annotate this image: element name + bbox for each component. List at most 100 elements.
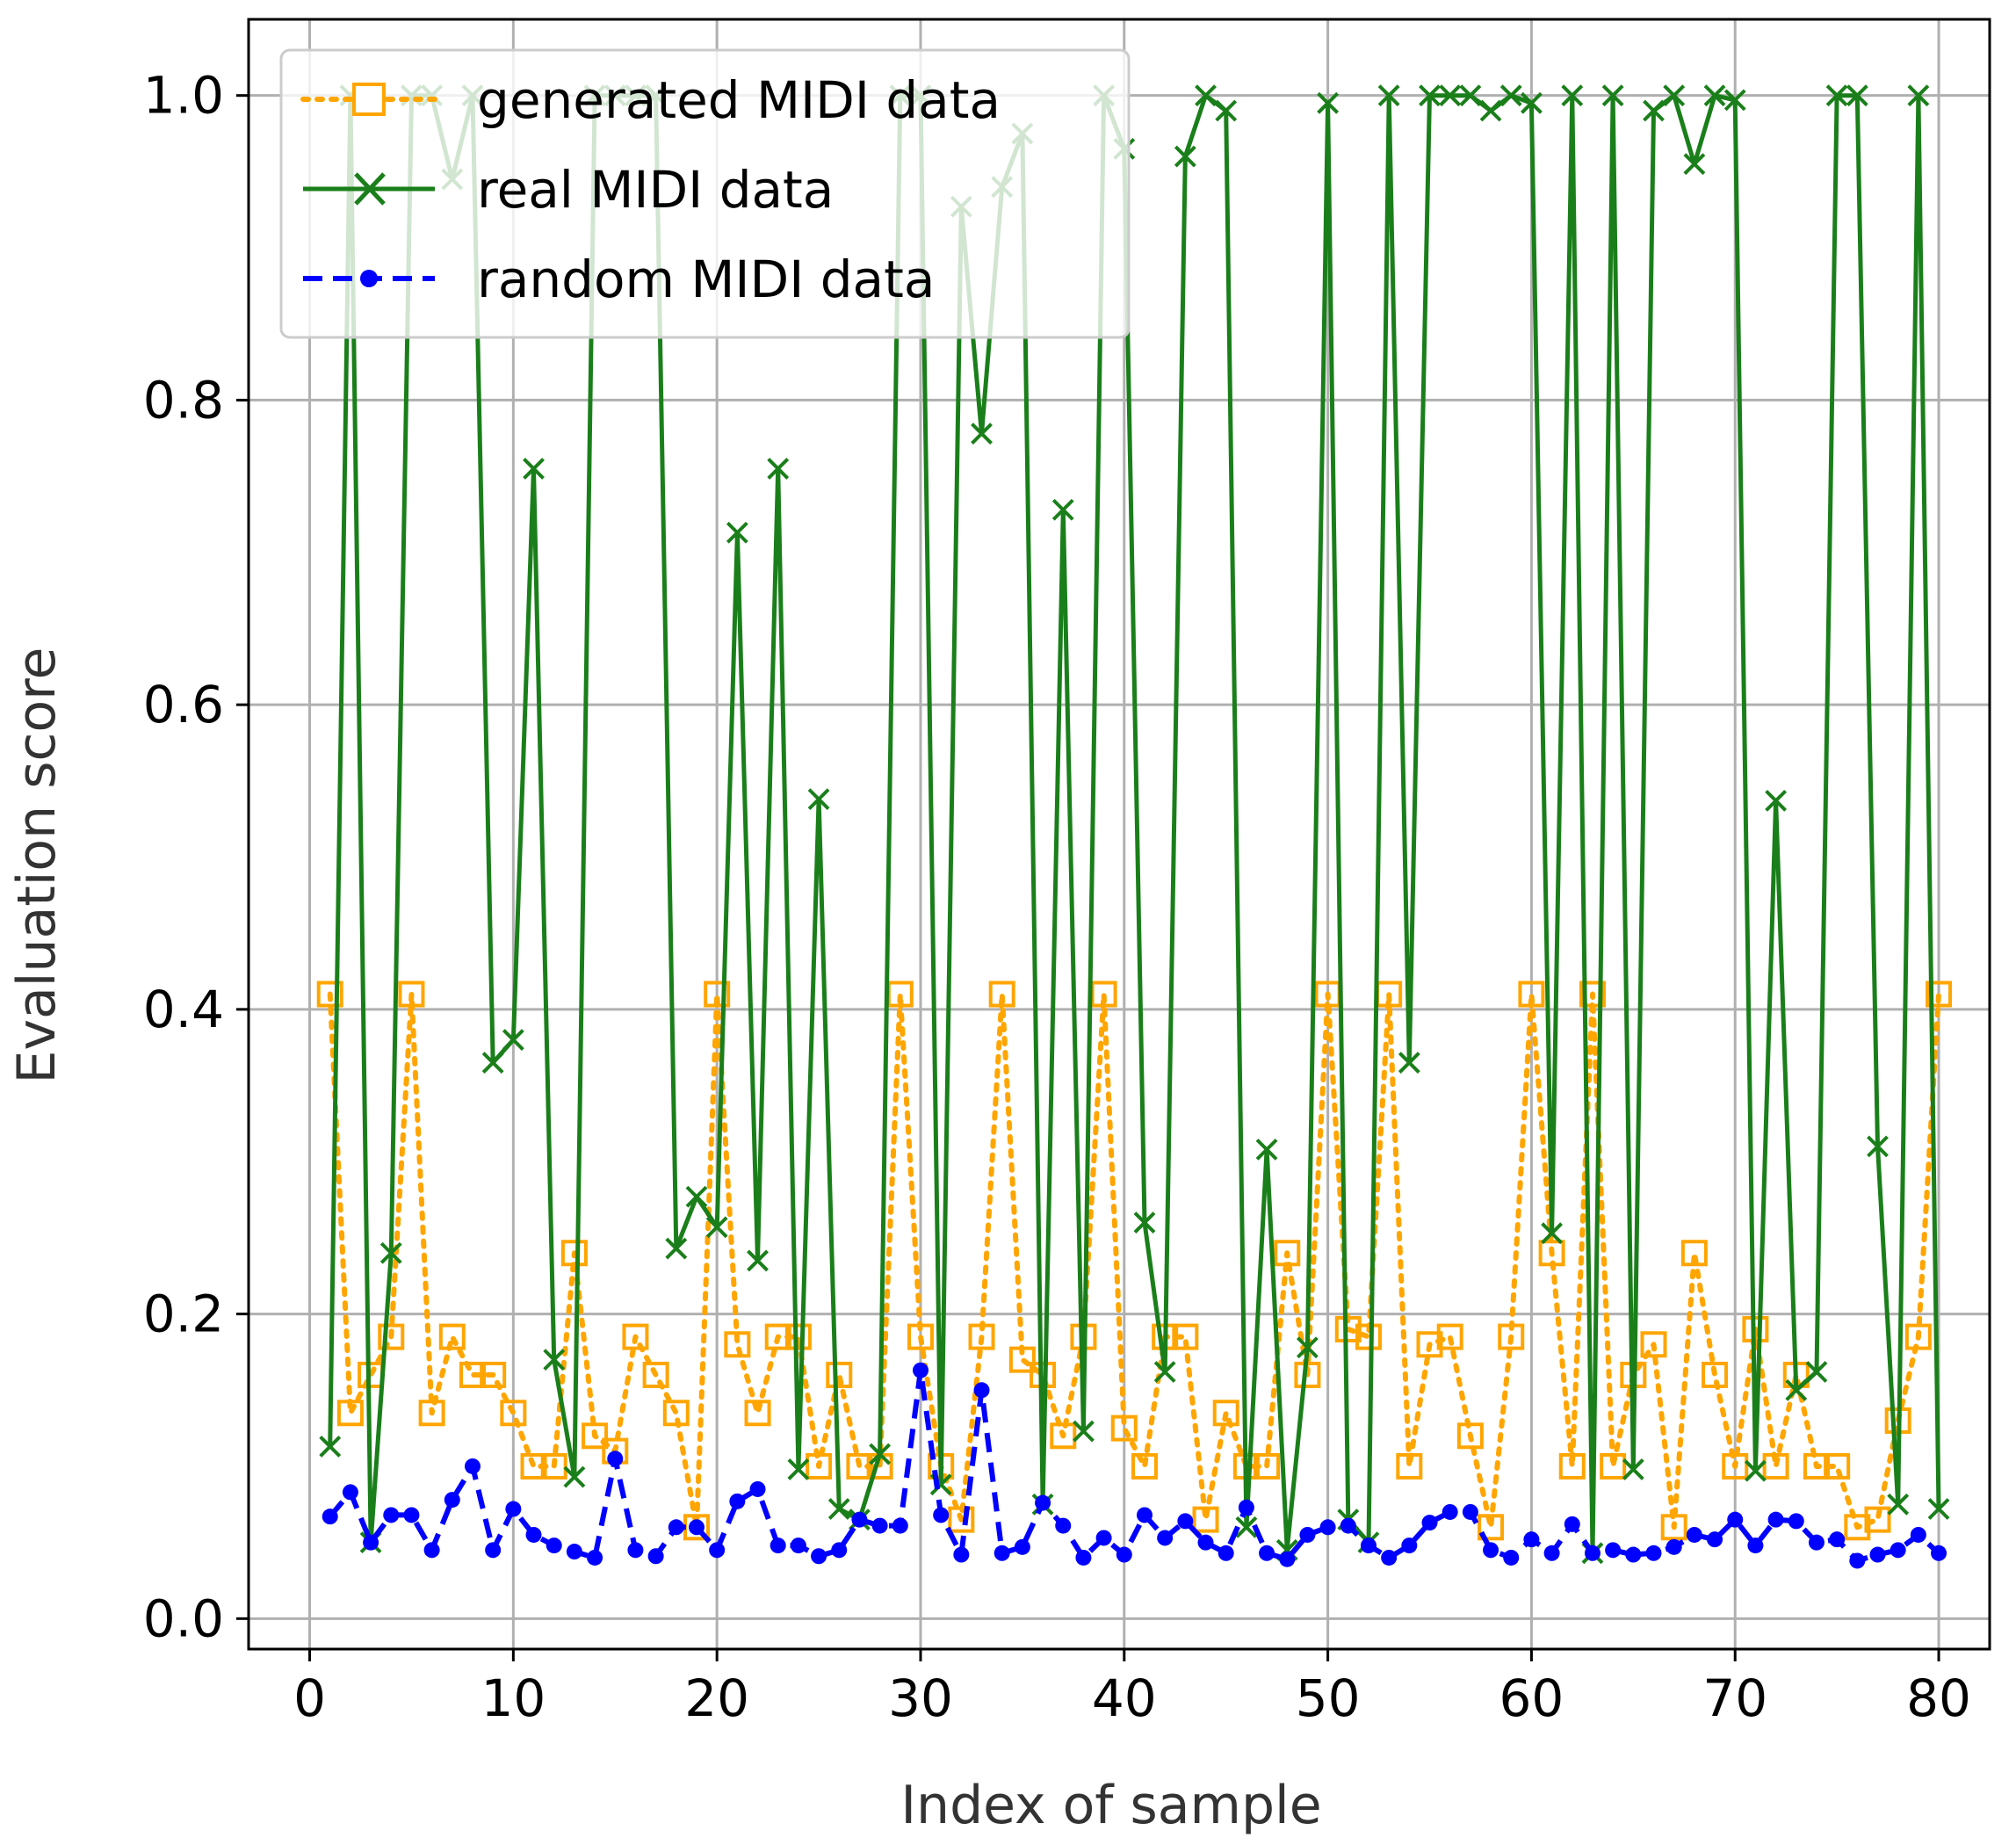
data-point bbox=[1543, 1545, 1560, 1561]
data-point bbox=[709, 1542, 726, 1559]
data-point bbox=[1377, 84, 1400, 107]
y-tick-label: 0.8 bbox=[143, 370, 224, 430]
data-point bbox=[1683, 153, 1706, 176]
data-point bbox=[1926, 980, 1953, 1008]
data-point bbox=[705, 1216, 728, 1239]
data-point bbox=[1195, 84, 1217, 107]
legend-box bbox=[279, 48, 1131, 339]
data-point bbox=[1702, 1361, 1729, 1388]
data-point bbox=[1745, 1459, 1767, 1482]
data-point bbox=[1014, 1538, 1030, 1555]
y-axis-title: Evaluation score bbox=[6, 648, 68, 1084]
data-point bbox=[383, 1507, 400, 1523]
data-point bbox=[1035, 1494, 1051, 1511]
data-point bbox=[1462, 1503, 1478, 1520]
data-point bbox=[871, 1517, 888, 1534]
data-point bbox=[806, 1452, 833, 1480]
data-point bbox=[988, 980, 1015, 1008]
data-point bbox=[1867, 1135, 1889, 1158]
data-point bbox=[322, 1509, 338, 1525]
data-point bbox=[1174, 145, 1196, 168]
data-point bbox=[827, 1498, 850, 1520]
data-point bbox=[1095, 1530, 1112, 1546]
data-point bbox=[1075, 1549, 1092, 1566]
data-point bbox=[1663, 84, 1686, 107]
data-point bbox=[1910, 1526, 1926, 1543]
data-point bbox=[764, 1323, 791, 1350]
data-point bbox=[1259, 1545, 1275, 1561]
data-point bbox=[566, 1544, 582, 1560]
data-point bbox=[846, 1452, 873, 1480]
data-point bbox=[1355, 1323, 1382, 1350]
data-point bbox=[971, 423, 993, 445]
legend-entry-real: real MIDI data bbox=[303, 160, 834, 220]
data-point bbox=[627, 1542, 644, 1559]
x-tick-label: 40 bbox=[1092, 1668, 1157, 1728]
data-point bbox=[1192, 1506, 1219, 1533]
data-point bbox=[1459, 84, 1482, 107]
legend-entry-generated: generated MIDI data bbox=[300, 70, 1001, 130]
data-point bbox=[1215, 99, 1238, 122]
data-point bbox=[1622, 1458, 1644, 1480]
legend-label-real: real MIDI data bbox=[477, 160, 834, 220]
data-point bbox=[459, 1361, 486, 1388]
data-point bbox=[1157, 1530, 1174, 1546]
data-point bbox=[647, 1548, 664, 1565]
data-point bbox=[1172, 1323, 1199, 1350]
data-point bbox=[336, 1400, 364, 1427]
data-point bbox=[1625, 1546, 1642, 1563]
data-point bbox=[319, 1436, 342, 1458]
data-point bbox=[1456, 1422, 1484, 1450]
data-point bbox=[520, 1452, 547, 1480]
data-point bbox=[418, 1400, 445, 1427]
x-axis-title: Index of sample bbox=[900, 1775, 1321, 1836]
data-point bbox=[933, 1507, 950, 1523]
data-point bbox=[1707, 1531, 1723, 1548]
data-point bbox=[1584, 1545, 1601, 1561]
data-point bbox=[1055, 1517, 1072, 1534]
data-point bbox=[1558, 1452, 1586, 1480]
data-point bbox=[1785, 1378, 1808, 1401]
data-point bbox=[1907, 84, 1930, 107]
data-point bbox=[1890, 1542, 1906, 1559]
y-axis: 0.0 0.2 0.4 0.6 0.8 1.0 bbox=[143, 66, 249, 1648]
data-point bbox=[316, 980, 343, 1008]
data-point bbox=[378, 1323, 405, 1350]
data-point bbox=[1360, 1538, 1377, 1554]
data-point bbox=[1829, 1531, 1846, 1548]
data-point bbox=[685, 1185, 708, 1208]
data-point bbox=[1499, 84, 1522, 107]
data-point bbox=[1177, 1513, 1194, 1530]
series-line bbox=[327, 991, 1941, 1530]
data-point bbox=[1334, 1315, 1362, 1342]
legend: generated MIDI data real MIDI data rando… bbox=[279, 48, 1131, 339]
data-point bbox=[724, 1331, 751, 1358]
x-tick-label: 60 bbox=[1499, 1668, 1564, 1728]
data-point bbox=[1255, 1138, 1278, 1161]
data-point bbox=[907, 1323, 934, 1350]
y-tick-label: 0.0 bbox=[143, 1588, 224, 1648]
data-point bbox=[1600, 1452, 1627, 1480]
data-point bbox=[749, 1480, 766, 1497]
y-tick-label: 0.4 bbox=[143, 980, 224, 1039]
data-point bbox=[1521, 91, 1543, 114]
data-point bbox=[1541, 1222, 1564, 1245]
data-point bbox=[1564, 1516, 1580, 1532]
data-point bbox=[1645, 1545, 1662, 1561]
data-point bbox=[1090, 980, 1117, 1008]
data-point bbox=[1805, 1361, 1828, 1383]
data-point bbox=[1319, 1519, 1336, 1536]
data-point bbox=[1503, 1549, 1520, 1566]
data-point bbox=[1846, 84, 1868, 107]
data-point bbox=[1050, 1422, 1077, 1450]
data-point bbox=[1416, 1331, 1443, 1358]
data-point bbox=[668, 1519, 684, 1536]
data-point bbox=[1825, 84, 1848, 107]
data-point bbox=[1887, 1493, 1910, 1516]
data-point bbox=[790, 1538, 806, 1554]
data-point bbox=[1133, 1212, 1156, 1234]
data-point bbox=[807, 788, 830, 811]
data-point bbox=[912, 1362, 929, 1378]
legend-swatch-marker bbox=[352, 83, 386, 116]
data-point bbox=[1666, 1538, 1682, 1555]
